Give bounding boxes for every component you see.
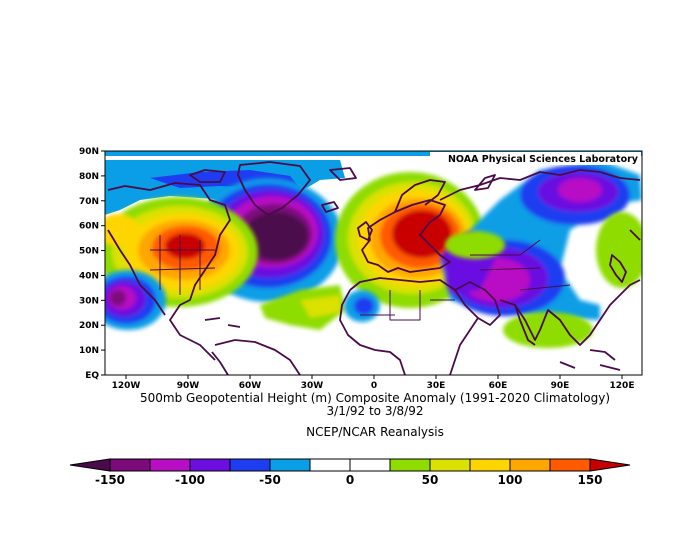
lat-label: 70N [79,197,99,207]
lon-label: 60W [239,381,262,391]
lat-label: EQ [85,371,99,381]
lon-label: 60E [489,381,508,391]
colorbar-swatch [269,458,311,472]
east-asia-high [445,212,642,348]
lat-label: 30N [79,296,99,306]
lat-label: 90N [79,147,99,157]
colorbar-label: 150 [577,473,602,487]
lon-label: 90W [177,381,200,391]
colorbar-swatch [469,458,511,472]
colorbar-swatch [109,458,151,472]
lat-label: 20N [79,321,99,331]
caption-source: NCEP/NCAR Reanalysis [306,425,444,439]
colorbar-swatch [549,458,591,472]
subtropical-low [344,290,380,322]
colorbar-max-arrow [589,458,631,472]
lon-label: 90E [551,381,570,391]
colorbar-label: -50 [259,473,281,487]
colorbar-label: 50 [422,473,439,487]
credit-label: NOAA Physical Sciences Laboratory [448,154,639,165]
coastlines [107,161,641,375]
colorbar-label: 100 [497,473,522,487]
caption-title: 500mb Geopotential Height (m) Composite … [139,391,610,405]
colorbar-min-arrow [69,458,111,472]
colorbar-swatch [229,458,271,472]
lon-label: 120E [610,381,635,391]
colorbar-swatch [309,458,351,472]
arctic-negative-region [105,160,345,215]
lon-label: 0 [371,381,377,391]
colorbar-label: -150 [95,473,125,487]
colorbar-swatch [509,458,551,472]
colorbar-swatch [149,458,191,472]
latitude-axis: 90N 80N 70N 60N 50N 40N 30N 20N 10N EQ [79,147,105,381]
credit-box [430,152,641,165]
lat-label: 50N [79,247,99,257]
lat-label: 10N [79,346,99,356]
lat-label: 40N [79,271,99,281]
colorbar-label: 0 [346,473,354,487]
colorbar-swatch [429,458,471,472]
longitude-axis: 120W 90W 60W 30W 0 30E 60E 90E 120E [112,375,635,391]
colorbar-swatch [389,458,431,472]
colorbar-label: -100 [175,473,205,487]
colorbar-swatch [189,458,231,472]
colorbar: -150 -100 -50 0 50 100 150 [69,458,631,487]
colorbar-swatch [349,458,391,472]
north-america-high [105,197,258,307]
lon-label: 30W [301,381,324,391]
lat-label: 60N [79,222,99,232]
lon-label: 120W [112,381,141,391]
caption-dates: 3/1/92 to 3/8/92 [326,404,424,418]
lon-label: 30E [427,381,446,391]
lat-label: 80N [79,172,99,182]
